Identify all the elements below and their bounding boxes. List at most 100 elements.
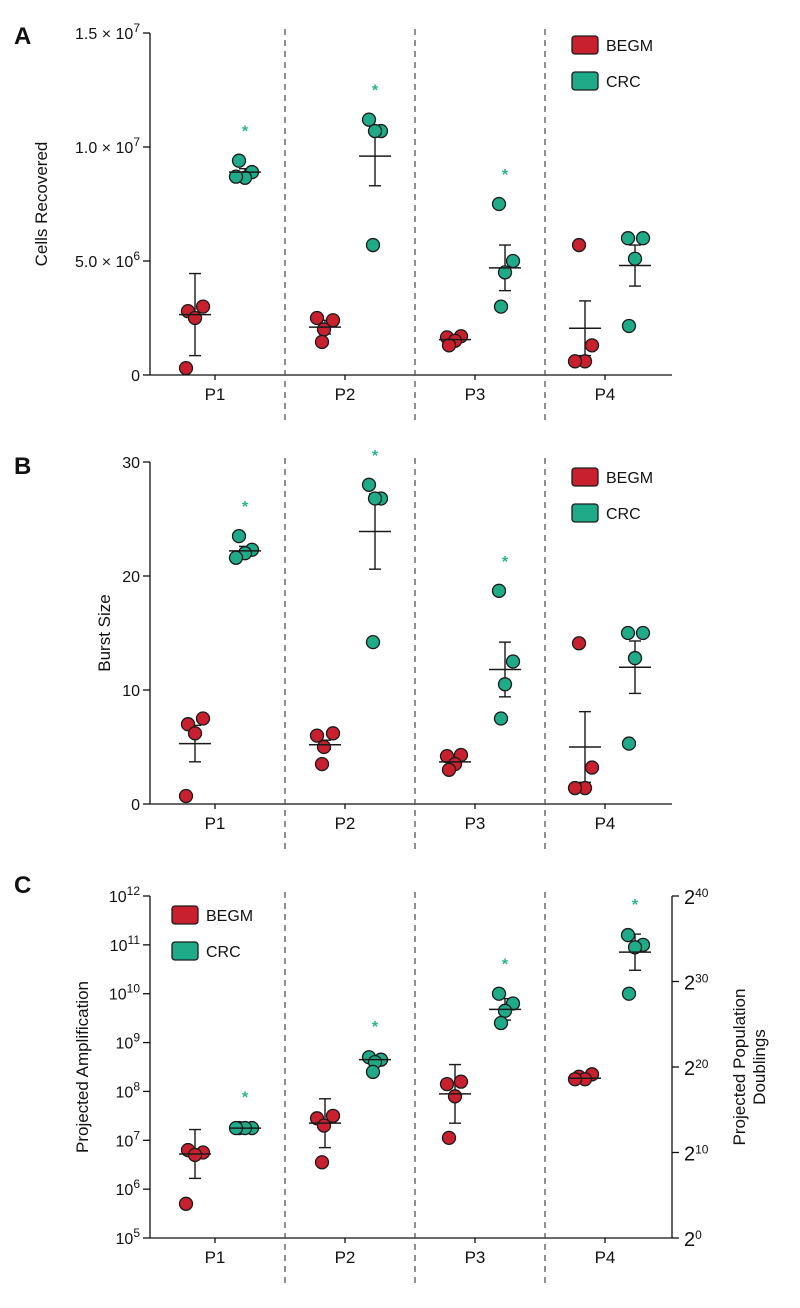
data-point: [621, 318, 637, 334]
series-BEGM-group: [567, 237, 601, 369]
series-CRC-group: *: [228, 499, 261, 565]
series-BEGM-group: [439, 329, 471, 353]
right-y-tick-label: 210: [684, 1143, 709, 1166]
legend-label: BEGM: [606, 38, 653, 55]
significance-star: *: [632, 897, 639, 914]
data-point: [367, 491, 383, 506]
right-y-tick-label-base: 2: [684, 1144, 695, 1166]
series-BEGM-group: [567, 636, 601, 796]
data-point: [178, 788, 194, 804]
y-tick-label-exponent: 10: [127, 982, 141, 996]
y-axis-title: Projected Amplification: [73, 981, 92, 1153]
y-tick-label-exponent: 9: [133, 1031, 140, 1045]
data-point: [187, 726, 203, 741]
data-point: [195, 299, 211, 314]
data-point: [325, 1108, 341, 1124]
right-y-tick-label-base: 2: [684, 973, 695, 995]
data-point: [447, 1089, 463, 1104]
data-point: [491, 583, 507, 598]
right-y-tick-label-exponent: 10: [695, 1143, 709, 1157]
data-point: [567, 780, 583, 796]
data-point: [178, 1196, 194, 1211]
data-point: [571, 237, 587, 253]
data-point: [314, 756, 330, 772]
right-y-tick-label: 20: [684, 1228, 702, 1251]
right-y-axis-title-line: Projected Population: [730, 989, 749, 1146]
y-tick-label: 106: [116, 1177, 141, 1199]
series-BEGM-group: [178, 1128, 211, 1211]
legend: BEGM CRC: [571, 35, 653, 91]
y-tick-label-exponent: 7: [133, 21, 140, 35]
y-tick-label-base: 5.0 × 10: [75, 254, 133, 271]
data-point: [491, 986, 507, 1001]
y-tick-label-base: 10: [109, 889, 127, 906]
data-point: [453, 1074, 469, 1089]
data-point: [567, 1072, 583, 1087]
panel-B: B 0 10 20 30 Burst Size P1 P2 P3 P4 * * * BEGM CRC: [14, 448, 672, 849]
y-axis-title: Cells Recovered: [32, 142, 51, 267]
data-point: [441, 1130, 457, 1145]
right-y-tick-label-base: 2: [684, 1229, 695, 1251]
data-point: [316, 739, 332, 755]
y-tick-label: 1010: [109, 982, 140, 1004]
series-CRC-group: [619, 625, 651, 751]
legend: BEGM CRC: [571, 467, 653, 523]
right-y-axis-title-line: Doublings: [750, 1029, 769, 1105]
y-tick-label-base: 20: [122, 569, 140, 586]
legend-swatch-CRC: [171, 941, 199, 961]
data-point: [231, 528, 247, 544]
data-point: [187, 310, 203, 326]
y-tick-label-exponent: 5: [133, 1226, 140, 1240]
data-point: [493, 1015, 509, 1031]
series-BEGM-group: [439, 1063, 471, 1145]
series-CRC-group: *: [489, 957, 521, 1031]
data-point: [231, 153, 247, 168]
panel-label: C: [14, 872, 31, 899]
legend-label: BEGM: [606, 470, 653, 487]
y-tick-label-base: 10: [116, 1133, 134, 1150]
data-point: [314, 1155, 330, 1170]
data-point: [309, 728, 325, 743]
data-point: [365, 1064, 381, 1080]
y-tick-label: 105: [116, 1226, 141, 1248]
data-point: [635, 625, 651, 641]
legend: BEGM CRC: [171, 905, 253, 961]
data-point: [441, 762, 457, 777]
data-point: [361, 477, 377, 492]
data-point: [195, 711, 211, 726]
x-tick-label: P4: [595, 814, 616, 833]
x-tick-label: P1: [205, 814, 226, 833]
data-point: [316, 1118, 332, 1133]
legend-label: CRC: [206, 944, 241, 961]
data-point: [187, 1147, 203, 1163]
significance-star: *: [502, 167, 509, 184]
x-tick-label: P1: [205, 385, 226, 404]
significance-star: *: [372, 83, 379, 100]
y-tick-label: 1.0 × 107: [75, 135, 140, 157]
y-tick-label: 1011: [110, 933, 141, 955]
y-tick-label-base: 10: [116, 1182, 134, 1199]
legend-label: CRC: [606, 74, 641, 91]
legend-swatch-BEGM: [571, 467, 599, 487]
data-point: [621, 986, 637, 1001]
x-tick-label: P4: [595, 385, 616, 404]
significance-star: *: [372, 1019, 379, 1036]
series-CRC-group: *: [619, 897, 651, 1001]
right-y-tick-label-exponent: 20: [695, 1057, 709, 1071]
data-point: [627, 650, 643, 666]
x-tick-label: P2: [335, 814, 356, 833]
data-point: [497, 265, 513, 280]
panel-label: B: [14, 453, 31, 480]
y-tick-label-base: 30: [122, 455, 140, 472]
data-point: [316, 322, 332, 337]
data-point: [491, 196, 507, 212]
right-y-tick-label-exponent: 40: [695, 886, 709, 900]
y-tick-label-base: 1.5 × 10: [75, 26, 133, 43]
y-tick-label: 0: [131, 368, 140, 385]
y-tick-label-base: 10: [116, 1036, 134, 1053]
y-tick-label-base: 10: [110, 938, 128, 955]
data-point: [228, 550, 244, 565]
y-tick-label-base: 0: [131, 368, 140, 385]
x-tick-label: P1: [205, 1248, 226, 1267]
y-tick-label-base: 0: [131, 797, 140, 814]
